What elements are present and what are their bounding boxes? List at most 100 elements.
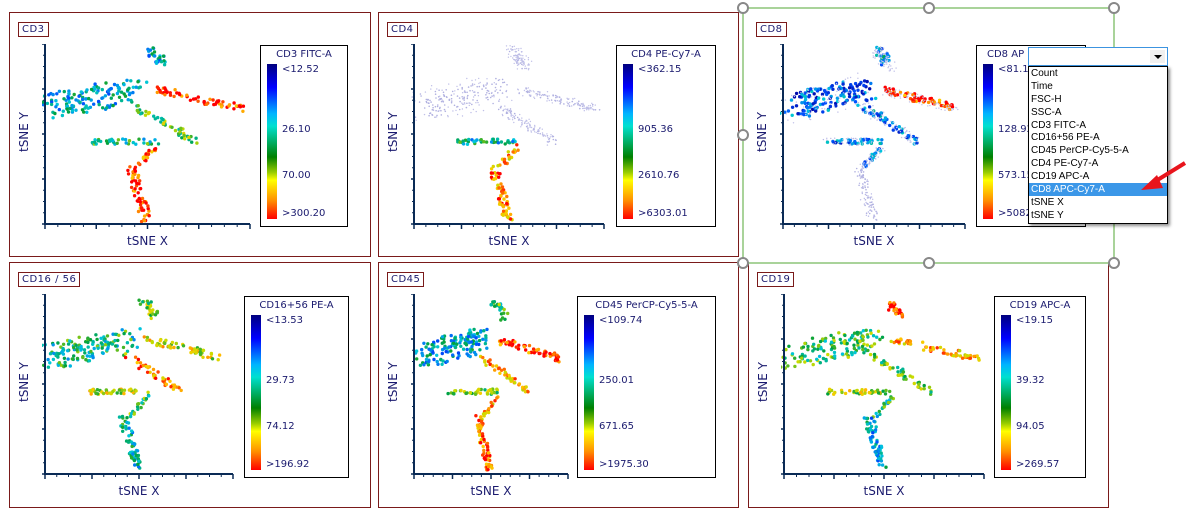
event-point <box>858 143 860 145</box>
scatter-plot[interactable] <box>411 294 571 482</box>
event-point <box>485 346 489 350</box>
dropdown-option[interactable]: FSC-H <box>1031 93 1062 105</box>
resize-handle-bottom-left[interactable] <box>737 257 749 269</box>
dropdown-option[interactable]: CD19 APC-A <box>1031 171 1090 183</box>
scatter-plot[interactable] <box>780 44 968 232</box>
event-point <box>568 105 571 107</box>
event-point <box>866 166 868 169</box>
event-point <box>916 93 919 96</box>
legend-title: CD8 AP <box>987 49 1025 60</box>
event-point <box>202 100 206 104</box>
event-point <box>790 105 795 109</box>
event-point <box>512 117 514 119</box>
resize-handle-top-right[interactable] <box>1108 2 1120 14</box>
dropdown-option[interactable]: tSNE X <box>1031 196 1064 208</box>
scatter-plot[interactable] <box>42 294 236 482</box>
event-point <box>452 110 454 112</box>
event-point <box>531 347 536 351</box>
event-point <box>414 116 417 118</box>
event-point <box>113 102 118 106</box>
scatter-plot[interactable] <box>411 44 607 232</box>
event-point <box>586 106 588 108</box>
event-point <box>533 91 535 93</box>
dropdown-option[interactable]: CD16+56 PE-A <box>1031 132 1100 144</box>
event-point <box>880 48 883 50</box>
resize-handle-top-left[interactable] <box>737 2 749 14</box>
event-point <box>471 90 474 92</box>
event-point <box>478 348 482 352</box>
event-point <box>434 105 437 108</box>
event-point <box>77 94 81 98</box>
dropdown-option[interactable]: CD45 PerCP-Cy5-5-A <box>1031 145 1129 157</box>
event-point <box>449 349 453 353</box>
event-point <box>411 96 413 98</box>
event-point <box>454 90 456 92</box>
x-axis-label: tSNE X <box>863 484 905 498</box>
event-point <box>474 79 477 81</box>
event-point <box>812 342 816 346</box>
event-point <box>192 347 197 351</box>
event-point <box>117 86 122 91</box>
event-point <box>873 214 875 216</box>
event-point <box>870 434 874 439</box>
event-point <box>462 98 464 100</box>
dropdown-option[interactable]: CD4 PE-Cy7-A <box>1031 158 1099 170</box>
event-point <box>879 152 881 155</box>
event-point <box>458 341 462 345</box>
event-point <box>853 139 857 144</box>
event-point <box>119 90 124 94</box>
event-point <box>865 141 867 143</box>
scatter-plot[interactable] <box>42 44 253 232</box>
dropdown-option[interactable]: Time <box>1031 80 1053 92</box>
event-point <box>868 164 870 166</box>
dropdown-option[interactable]: tSNE Y <box>1031 209 1064 221</box>
event-point <box>834 137 836 139</box>
event-point <box>869 209 872 211</box>
event-point <box>861 111 864 113</box>
event-point <box>516 56 519 58</box>
event-point <box>577 102 579 105</box>
event-point <box>871 137 873 140</box>
dropdown-option[interactable]: Count <box>1031 68 1058 79</box>
event-point <box>492 140 497 144</box>
dropdown-option[interactable]: CD8 APC-Cy7-A <box>1029 183 1167 196</box>
event-point <box>95 337 99 342</box>
resize-handle-bottom-middle[interactable] <box>923 257 935 269</box>
event-point <box>232 107 236 111</box>
event-point <box>502 197 506 201</box>
event-point <box>517 119 520 121</box>
event-point <box>494 86 497 89</box>
event-point <box>500 316 505 320</box>
dropdown-option[interactable]: SSC-A <box>1031 106 1062 118</box>
event-point <box>880 454 884 458</box>
event-point <box>139 206 144 210</box>
axis-lines <box>413 44 604 225</box>
event-point <box>865 427 869 431</box>
event-point <box>940 108 942 111</box>
chevron-down-icon[interactable] <box>1150 50 1165 63</box>
event-point <box>529 126 531 128</box>
event-point <box>809 118 812 121</box>
dropdown-option[interactable]: CD3 FITC-A <box>1031 119 1086 131</box>
resize-handle-middle-left[interactable] <box>737 129 749 141</box>
event-point <box>426 342 430 346</box>
event-point <box>806 88 808 91</box>
event-point <box>496 141 501 145</box>
parameter-select[interactable] <box>1028 47 1168 66</box>
event-point <box>872 203 874 206</box>
resize-handle-bottom-right[interactable] <box>1108 257 1120 269</box>
event-point <box>880 62 883 64</box>
event-point <box>472 139 476 144</box>
y-axis-label: tSNE Y <box>386 111 400 153</box>
resize-handle-top-middle[interactable] <box>923 2 935 14</box>
event-point <box>485 392 490 396</box>
scatter-plot[interactable] <box>781 294 987 482</box>
event-point <box>869 331 873 335</box>
event-point <box>142 214 147 218</box>
event-point <box>524 348 528 352</box>
